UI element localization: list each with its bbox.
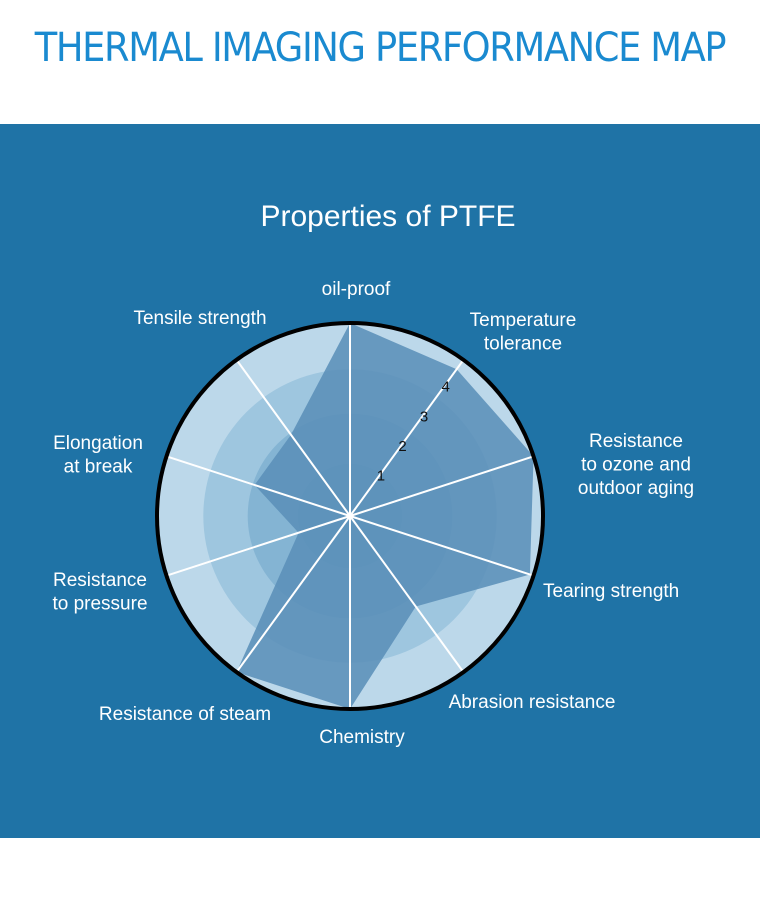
axis-label: oil-proof — [322, 279, 391, 300]
chart-title: Properties of PTFE — [260, 200, 515, 233]
axis-spoke — [235, 359, 351, 517]
axis-label: Chemistry — [319, 727, 405, 748]
ring-label: 1 — [377, 468, 385, 485]
axis-spoke — [349, 455, 534, 517]
axis-label: Elongation at break — [53, 433, 143, 478]
axis-label: Resistance of steam — [99, 704, 271, 725]
page-title: THERMAL IMAGING PERFORMANCE MAP — [34, 25, 727, 71]
axis-label: Resistance to ozone and outdoor aging — [578, 431, 694, 499]
axis-spoke — [349, 515, 465, 673]
axis-label: Abrasion resistance — [449, 692, 616, 713]
ring-label: 2 — [398, 438, 406, 455]
axis-label: Tearing strength — [543, 581, 679, 602]
axis-spoke — [166, 515, 351, 577]
axis-label: Temperature tolerance — [470, 310, 577, 355]
data-area — [236, 323, 534, 709]
axis-label: Resistance to pressure — [52, 570, 147, 615]
axis-spoke — [235, 515, 351, 673]
ring-label: 4 — [441, 379, 449, 396]
axis-spokes — [166, 323, 534, 709]
chart-border — [155, 321, 545, 711]
axis-label: Tensile strength — [133, 308, 266, 329]
axis-labels: oil-proof Temperature tolerance Resistance t… — [52, 279, 694, 748]
axis-spoke — [349, 359, 465, 517]
axis-spoke — [349, 515, 534, 577]
axis-spoke — [166, 455, 351, 517]
ring-label: 3 — [420, 408, 428, 425]
